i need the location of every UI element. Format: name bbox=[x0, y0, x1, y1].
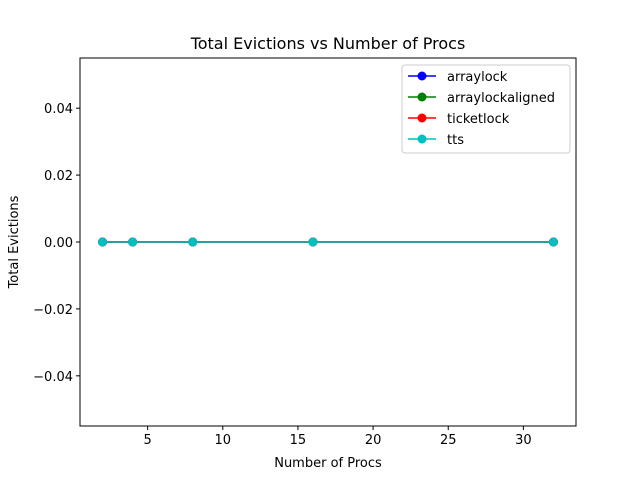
legend-marker-1 bbox=[417, 92, 427, 102]
y-tick-label: 0.02 bbox=[44, 169, 73, 184]
x-tick-label: 10 bbox=[215, 433, 232, 448]
data-point-3-1 bbox=[128, 237, 138, 247]
legend-label-1: arraylockaligned bbox=[447, 91, 555, 106]
y-tick-label: 0.04 bbox=[44, 102, 73, 117]
data-point-3-4 bbox=[548, 237, 558, 247]
x-tick-label: 5 bbox=[143, 433, 151, 448]
chart-title: Total Evictions vs Number of Procs bbox=[190, 34, 466, 53]
x-axis-label: Number of Procs bbox=[274, 456, 382, 471]
legend: arraylock arraylockaligned ticketlock tts bbox=[401, 64, 571, 154]
x-tick-label: 20 bbox=[365, 433, 382, 448]
data-point-3-2 bbox=[188, 237, 198, 247]
plot-area bbox=[79, 57, 577, 427]
legend-box bbox=[401, 64, 571, 154]
legend-label-3: tts bbox=[447, 133, 464, 148]
y-tick-label: 0.00 bbox=[44, 236, 73, 251]
data-point-3-3 bbox=[308, 237, 318, 247]
legend-marker-0 bbox=[417, 71, 427, 81]
x-tick-label: 30 bbox=[515, 433, 532, 448]
y-tick-label: −0.04 bbox=[33, 370, 73, 385]
legend-label-2: ticketlock bbox=[447, 112, 510, 127]
x-tick-label: 15 bbox=[290, 433, 307, 448]
legend-marker-2 bbox=[417, 113, 427, 123]
legend-marker-3 bbox=[417, 134, 427, 144]
y-axis-ticks: −0.04 −0.02 0.00 0.02 0.04 bbox=[33, 102, 80, 385]
x-axis-ticks: 5 10 15 20 25 30 bbox=[143, 426, 532, 448]
data-point-3-0 bbox=[98, 237, 108, 247]
x-tick-label: 25 bbox=[440, 433, 457, 448]
y-tick-label: −0.02 bbox=[33, 303, 73, 318]
legend-label-0: arraylock bbox=[447, 70, 508, 85]
y-axis-label: Total Evictions bbox=[7, 195, 22, 289]
